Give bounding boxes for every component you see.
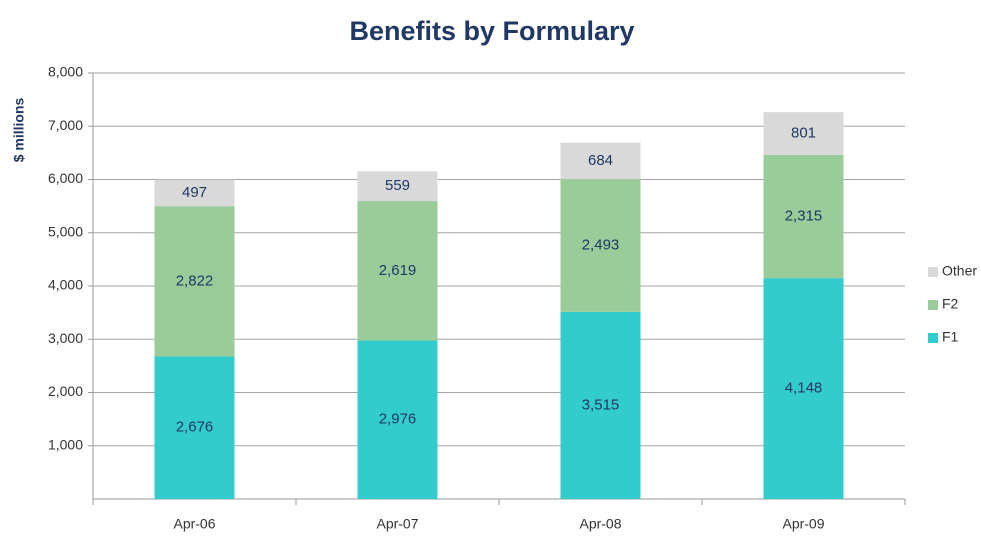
data-label: 801: [791, 124, 816, 141]
bar-segment: [357, 340, 438, 499]
x-tick-label: Apr-09: [782, 516, 824, 532]
data-label: 2,315: [785, 207, 823, 224]
data-label: 497: [182, 184, 207, 201]
legend-swatch: [928, 300, 938, 310]
data-label: 2,976: [379, 411, 417, 428]
x-tick-label: Apr-06: [173, 516, 215, 532]
y-tick-label: 4,000: [48, 277, 83, 293]
bar-segment: [154, 179, 235, 207]
bar-segment: [560, 311, 641, 499]
y-tick-label: 1,000: [48, 436, 83, 452]
y-tick-label: 8,000: [48, 64, 83, 80]
bar-segment: [560, 179, 641, 312]
x-tick-label: Apr-07: [376, 516, 418, 532]
x-tick-label: Apr-08: [579, 516, 621, 532]
bar-segment: [154, 206, 235, 357]
legend-label: F2: [942, 296, 959, 312]
bar-segment: [357, 201, 438, 341]
data-label: 2,493: [582, 236, 620, 253]
legend-swatch: [928, 267, 938, 277]
y-tick-label: 6,000: [48, 170, 83, 186]
legend-label: F1: [942, 329, 959, 345]
bar-segment: [763, 154, 844, 279]
data-label: 4,148: [785, 380, 823, 397]
data-label: 2,676: [176, 419, 214, 436]
y-axis-label: $ millions: [11, 98, 27, 163]
y-tick-label: 2,000: [48, 383, 83, 399]
x-ticks: [92, 499, 906, 505]
legend-label: Other: [942, 263, 977, 279]
data-label: 559: [385, 177, 410, 194]
y-tick-label: 3,000: [48, 330, 83, 346]
bar-segment: [560, 142, 641, 180]
data-label: 684: [588, 152, 613, 169]
data-label: 2,822: [176, 272, 214, 289]
data-label: 3,515: [582, 396, 620, 413]
data-label: 2,619: [379, 262, 417, 279]
bar-segment: [357, 171, 438, 202]
legend-swatch: [928, 333, 938, 343]
chart-title: Benefits by Formulary: [349, 16, 634, 46]
bar-segment: [763, 112, 844, 155]
bar-segment: [154, 356, 235, 499]
y-tick-label: 7,000: [48, 117, 83, 133]
y-tick-label: 5,000: [48, 223, 83, 239]
bar-segment: [763, 278, 844, 499]
